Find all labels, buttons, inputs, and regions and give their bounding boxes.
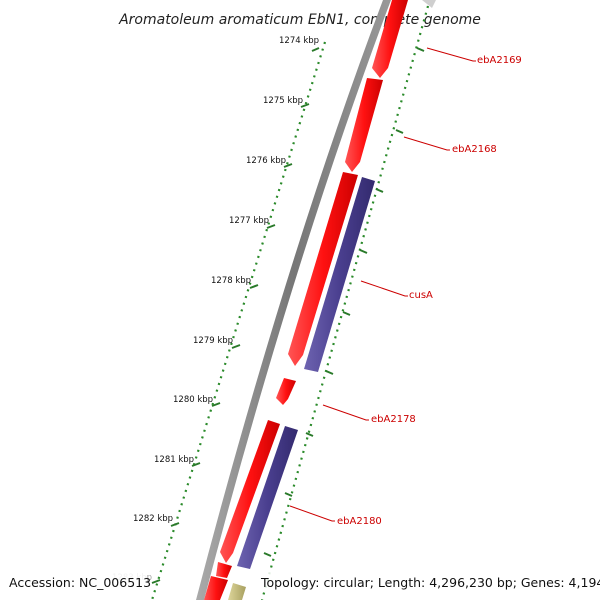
footer-accession-bg bbox=[6, 572, 146, 592]
gene-label[interactable]: ebA2180 bbox=[337, 516, 382, 527]
tick-label: 1280 kbp bbox=[173, 395, 213, 405]
ruler-tick-labels: 1274 kbp 1275 kbp 1276 kbp 1277 kbp 1278… bbox=[112, 36, 319, 583]
gene-ebA2169 bbox=[372, 0, 408, 78]
reverse-cds-track bbox=[237, 177, 375, 569]
tick-label: 1281 kbp bbox=[154, 455, 194, 465]
gene-labels: ebA2169 ebA2168 cusA ebA2178 ebA2180 bbox=[337, 55, 522, 527]
gene-label-leaders bbox=[289, 47, 476, 522]
gene-ebA2168 bbox=[345, 78, 383, 172]
ruler-major-ticks bbox=[151, 47, 320, 584]
genome-backbone-light bbox=[422, 0, 436, 8]
gene-cusA bbox=[304, 177, 375, 372]
tick-label: 1275 kbp bbox=[263, 96, 303, 106]
gene-reverse-lower bbox=[237, 426, 298, 569]
outer-tick-track bbox=[260, 5, 430, 600]
tick-label: 1277 kbp bbox=[229, 216, 269, 226]
accession-text: Accession: NC_006513 bbox=[9, 575, 151, 590]
footer-topology-bg bbox=[258, 572, 594, 592]
tick-label: 1282 kbp bbox=[133, 514, 173, 524]
gene-cusA-partner bbox=[288, 172, 358, 366]
tick-label: 1278 kbp bbox=[211, 276, 251, 286]
gene-small-red bbox=[216, 562, 232, 578]
gene-ebA2180 bbox=[220, 420, 280, 563]
tick-label: 1279 kbp bbox=[193, 336, 233, 346]
outer-track-ticks bbox=[263, 47, 425, 557]
topology-text: Topology: circular; Length: 4,296,230 bp… bbox=[260, 575, 600, 590]
genome-backbone bbox=[196, 0, 391, 600]
gene-label[interactable]: cusA bbox=[409, 290, 433, 301]
gene-partial-red bbox=[204, 576, 228, 600]
gene-label[interactable]: ebA2168 bbox=[452, 144, 497, 155]
tick-label: 1276 kbp bbox=[246, 156, 286, 166]
gene-ebA2178 bbox=[276, 378, 296, 405]
other-feature bbox=[228, 583, 246, 600]
forward-cds-track bbox=[204, 0, 408, 600]
gene-label[interactable]: ebA2169 bbox=[477, 55, 522, 66]
gene-label[interactable]: ebA2178 bbox=[371, 414, 416, 425]
tick-label: 1274 kbp bbox=[279, 36, 319, 46]
